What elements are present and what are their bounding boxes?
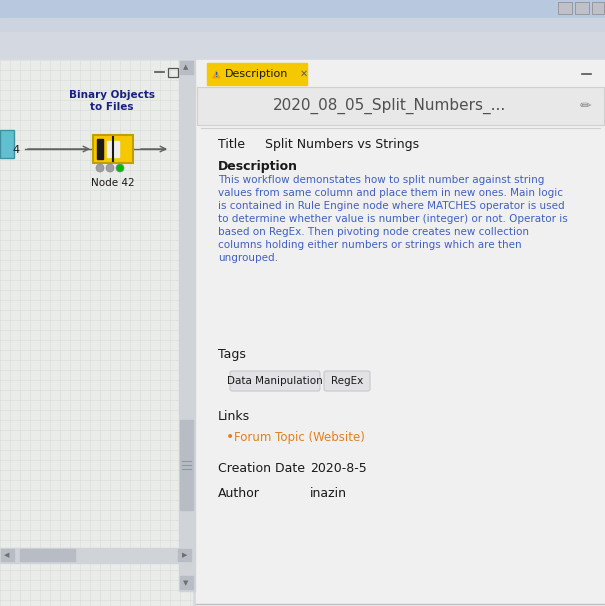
Bar xyxy=(0,0,605,18)
Text: Binary Objects
to Files: Binary Objects to Files xyxy=(69,90,155,112)
Bar xyxy=(592,2,604,14)
Text: 4: 4 xyxy=(12,145,19,155)
Bar xyxy=(0,32,605,60)
Bar xyxy=(197,87,604,125)
Bar xyxy=(93,135,133,163)
Text: ▶: ▶ xyxy=(182,552,188,558)
Text: ungrouped.: ungrouped. xyxy=(218,253,278,263)
Text: Title: Title xyxy=(218,138,245,151)
Text: Forum Topic (Website): Forum Topic (Website) xyxy=(234,430,365,444)
Text: Description: Description xyxy=(218,160,298,173)
Bar xyxy=(0,18,605,32)
Bar xyxy=(107,141,112,157)
Text: Author: Author xyxy=(218,487,260,500)
Text: 2020_08_05_Split_Numbers_...: 2020_08_05_Split_Numbers_... xyxy=(273,98,506,114)
Bar xyxy=(0,548,192,563)
FancyBboxPatch shape xyxy=(324,371,370,391)
Bar xyxy=(20,549,75,561)
Circle shape xyxy=(116,164,124,172)
Bar xyxy=(179,60,195,591)
Bar xyxy=(168,68,178,77)
Text: Description: Description xyxy=(225,69,289,79)
Text: ◀: ◀ xyxy=(4,552,10,558)
Text: Node 42: Node 42 xyxy=(91,178,135,188)
Text: This workflow demonstates how to split number against string: This workflow demonstates how to split n… xyxy=(218,175,544,185)
Text: Links: Links xyxy=(218,410,250,423)
Text: Split Numbers vs Strings: Split Numbers vs Strings xyxy=(265,138,419,151)
Bar xyxy=(97,139,103,159)
Text: ✏: ✏ xyxy=(580,99,592,113)
Bar xyxy=(178,549,191,561)
Text: RegEx: RegEx xyxy=(331,376,363,386)
Text: values from same column and place them in new ones. Main logic: values from same column and place them i… xyxy=(218,188,563,198)
Bar xyxy=(1,549,14,561)
Bar xyxy=(196,60,605,606)
Text: Tags: Tags xyxy=(218,348,246,361)
Text: is contained in Rule Engine node where MATCHES operator is used: is contained in Rule Engine node where M… xyxy=(218,201,564,211)
Text: Data Manipulation: Data Manipulation xyxy=(227,376,323,386)
Text: to determine whether value is number (integer) or not. Operator is: to determine whether value is number (in… xyxy=(218,214,567,224)
Text: ✕: ✕ xyxy=(300,69,308,79)
Text: ▲: ▲ xyxy=(212,69,220,79)
Circle shape xyxy=(96,164,104,172)
Bar xyxy=(0,130,14,158)
FancyBboxPatch shape xyxy=(230,371,320,391)
Bar xyxy=(180,420,193,510)
Text: •: • xyxy=(226,430,234,444)
Bar xyxy=(0,60,192,606)
Bar xyxy=(207,63,307,85)
Bar xyxy=(575,2,589,14)
Bar xyxy=(180,576,193,589)
Text: ▼: ▼ xyxy=(183,580,189,586)
Bar xyxy=(558,2,572,14)
Text: 2020-8-5: 2020-8-5 xyxy=(310,462,367,475)
Bar xyxy=(114,141,119,157)
Bar xyxy=(180,61,193,74)
Text: inazin: inazin xyxy=(310,487,347,500)
Text: ▲: ▲ xyxy=(183,64,189,70)
Text: Creation Date: Creation Date xyxy=(218,462,305,475)
Circle shape xyxy=(106,164,114,172)
Text: columns holding either numbers or strings which are then: columns holding either numbers or string… xyxy=(218,240,522,250)
Text: based on RegEx. Then pivoting node creates new collection: based on RegEx. Then pivoting node creat… xyxy=(218,227,529,237)
Text: !: ! xyxy=(215,72,218,78)
